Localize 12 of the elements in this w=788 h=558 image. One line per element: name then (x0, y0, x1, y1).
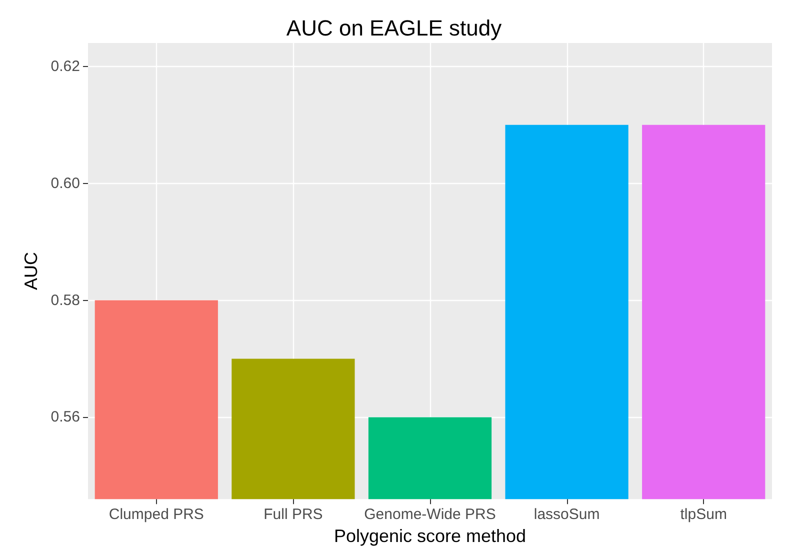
x-tick-label: Genome-Wide PRS (364, 506, 496, 524)
y-axis-title: AUC (20, 252, 41, 290)
y-tick-label: 0.56 (50, 408, 80, 426)
x-tick-label: Clumped PRS (108, 506, 204, 524)
x-axis-title: Polygenic score method (334, 526, 526, 546)
chart-title: AUC on EAGLE study (286, 16, 502, 40)
x-tick-label: lassoSum (534, 506, 600, 524)
y-tick-label: 0.62 (50, 58, 80, 75)
x-tick-label: tlpSum (680, 506, 727, 524)
y-tick-label: 0.60 (50, 174, 80, 192)
y-tick-label: 0.58 (50, 292, 80, 309)
x-tick-label: Full PRS (264, 506, 323, 524)
